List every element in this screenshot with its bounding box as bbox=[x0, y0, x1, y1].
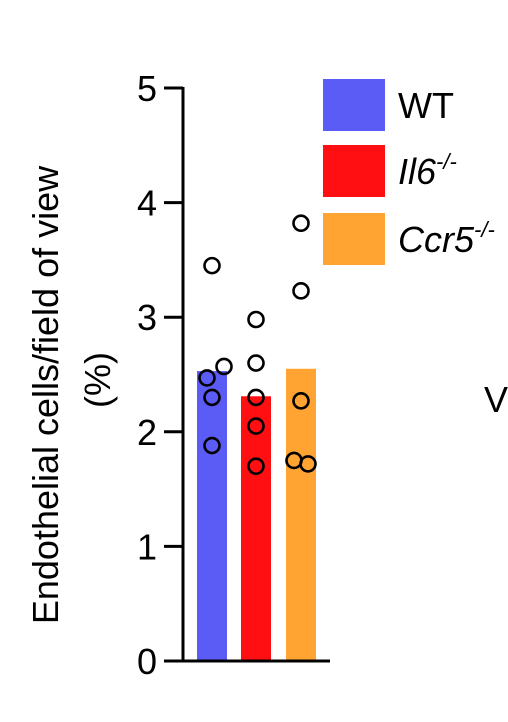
legend: WT Il6-/- Ccr5-/- bbox=[323, 79, 495, 265]
legend-label-ccr5: Ccr5-/- bbox=[398, 217, 495, 260]
y-tick-label-2: 2 bbox=[137, 412, 157, 453]
point-ccr5-1 bbox=[292, 282, 310, 300]
y-tick-label-0: 0 bbox=[137, 641, 157, 682]
bar-wt bbox=[197, 371, 227, 661]
y-axis: 0 1 2 3 4 5 bbox=[137, 68, 330, 682]
point-ccr5-0 bbox=[292, 214, 310, 233]
legend-label-il6: Il6-/- bbox=[398, 149, 457, 192]
bar-il6 bbox=[241, 396, 271, 661]
point-wt-1 bbox=[215, 357, 233, 376]
y-axis-label-line2: (%) bbox=[77, 352, 118, 408]
point-wt-4 bbox=[203, 436, 221, 455]
point-wt-0 bbox=[203, 256, 221, 275]
y-tick-label-4: 4 bbox=[137, 183, 157, 224]
y-tick-label-5: 5 bbox=[137, 68, 157, 109]
point-il6-4 bbox=[247, 457, 265, 475]
cut-off-label: V bbox=[484, 379, 508, 420]
point-ccr5-2 bbox=[292, 392, 310, 410]
y-axis-label: Endothelial cells/field of view (%) bbox=[25, 165, 118, 624]
y-axis-label-line1: Endothelial cells/field of view bbox=[25, 165, 66, 624]
legend-swatch-wt bbox=[323, 79, 385, 131]
legend-label-wt: WT bbox=[398, 85, 454, 126]
data-points bbox=[198, 214, 317, 475]
legend-swatch-ccr5 bbox=[323, 213, 385, 265]
point-il6-0 bbox=[247, 310, 265, 329]
point-il6-1 bbox=[247, 354, 265, 372]
point-ccr5-4 bbox=[299, 455, 317, 473]
bar-ccr5 bbox=[286, 368, 316, 661]
bars bbox=[197, 368, 316, 661]
y-tick-label-3: 3 bbox=[137, 297, 157, 338]
point-wt-3 bbox=[203, 388, 221, 407]
point-il6-3 bbox=[247, 417, 265, 435]
y-tick-label-1: 1 bbox=[137, 526, 157, 567]
legend-swatch-il6 bbox=[323, 145, 385, 197]
point-il6-2 bbox=[247, 388, 265, 407]
point-wt-2 bbox=[198, 369, 216, 387]
